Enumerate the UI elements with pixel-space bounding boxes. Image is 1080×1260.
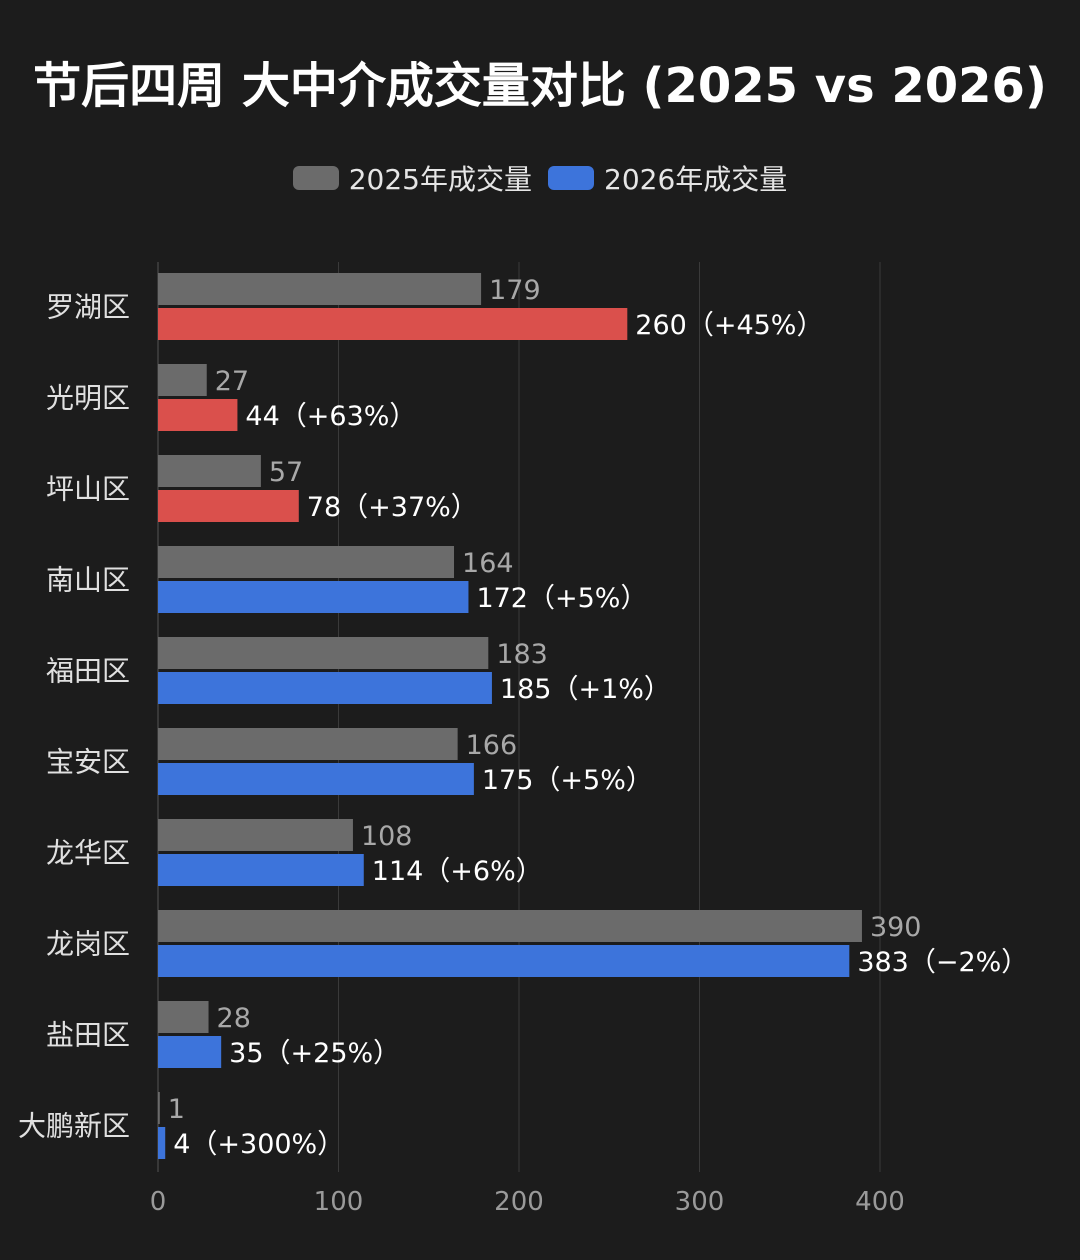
bar-2025	[158, 546, 455, 578]
data-label-2026: 185（+1%）	[500, 674, 671, 705]
chart-title: 节后四周 大中介成交量对比 (2025 vs 2026)	[33, 58, 1047, 114]
data-label-2026: 260（+45%）	[635, 310, 823, 341]
category-label: 罗湖区	[46, 291, 130, 324]
data-label-2026: 35（+25%）	[229, 1038, 400, 1069]
data-label-2025: 390	[870, 912, 922, 943]
data-label-2025: 166	[466, 730, 518, 761]
bar-2025	[158, 364, 207, 396]
category-label: 福田区	[46, 655, 130, 688]
category-label: 南山区	[46, 564, 130, 597]
data-label-2025: 28	[217, 1003, 251, 1034]
data-label-2025: 27	[215, 366, 249, 397]
bar-2025	[158, 455, 261, 487]
category-label: 光明区	[46, 382, 130, 415]
data-label-2026: 175（+5%）	[482, 765, 653, 796]
data-label-2025: 164	[462, 548, 514, 579]
legend-item-2026[interactable]: 2026年成交量	[548, 158, 787, 198]
bar-2026	[158, 490, 299, 522]
legend-swatch-2025	[292, 166, 339, 190]
data-label-2026: 383（−2%）	[857, 947, 1028, 978]
category-label: 盐田区	[46, 1019, 130, 1052]
bar-2026	[158, 399, 238, 431]
category-label: 龙华区	[46, 837, 130, 870]
category-label: 宝安区	[46, 746, 130, 779]
data-label-2025: 57	[269, 457, 303, 488]
bar-2025	[158, 1001, 209, 1033]
data-label-2026: 4（+300%）	[173, 1129, 344, 1160]
bar-2026	[158, 945, 850, 977]
legend-label-2026: 2026年成交量	[604, 163, 788, 196]
bar-2025	[158, 819, 353, 851]
bar-2026	[158, 1127, 166, 1159]
x-tick-label-0: 0	[150, 1187, 167, 1217]
data-label-2026: 44（+63%）	[245, 401, 416, 432]
bar-2026	[158, 672, 492, 704]
legend: 2025年成交量 2026年成交量	[0, 158, 1080, 198]
data-label-2026: 172（+5%）	[476, 583, 647, 614]
category-label: 坪山区	[46, 473, 130, 506]
data-label-2025: 1	[168, 1094, 185, 1125]
legend-item-2025[interactable]: 2025年成交量	[292, 158, 532, 198]
bar-2025	[158, 728, 458, 760]
legend-label-2025: 2025年成交量	[348, 163, 532, 196]
bar-2025	[158, 910, 862, 942]
data-label-2025: 108	[361, 821, 413, 852]
bar-2026	[158, 763, 474, 795]
bar-2026	[158, 1036, 222, 1068]
data-label-2025: 179	[489, 275, 541, 306]
x-tick-label-400: 400	[855, 1187, 905, 1217]
bar-2026	[158, 308, 628, 340]
legend-swatch-2026	[548, 166, 594, 190]
data-label-2026: 114（+6%）	[372, 856, 543, 887]
bar-2025	[158, 1092, 160, 1124]
bar-2026	[158, 854, 364, 886]
bar-2025	[158, 273, 482, 305]
x-tick-label-300: 300	[675, 1187, 725, 1217]
data-label-2026: 78（+37%）	[307, 492, 478, 523]
data-label-2025: 183	[496, 639, 548, 670]
bar-2026	[158, 581, 469, 613]
category-label: 龙岗区	[46, 928, 130, 961]
category-label: 大鹏新区	[18, 1110, 130, 1143]
bar-2025	[158, 637, 489, 669]
x-tick-label-100: 100	[314, 1187, 364, 1217]
x-tick-label-200: 200	[494, 1187, 544, 1217]
